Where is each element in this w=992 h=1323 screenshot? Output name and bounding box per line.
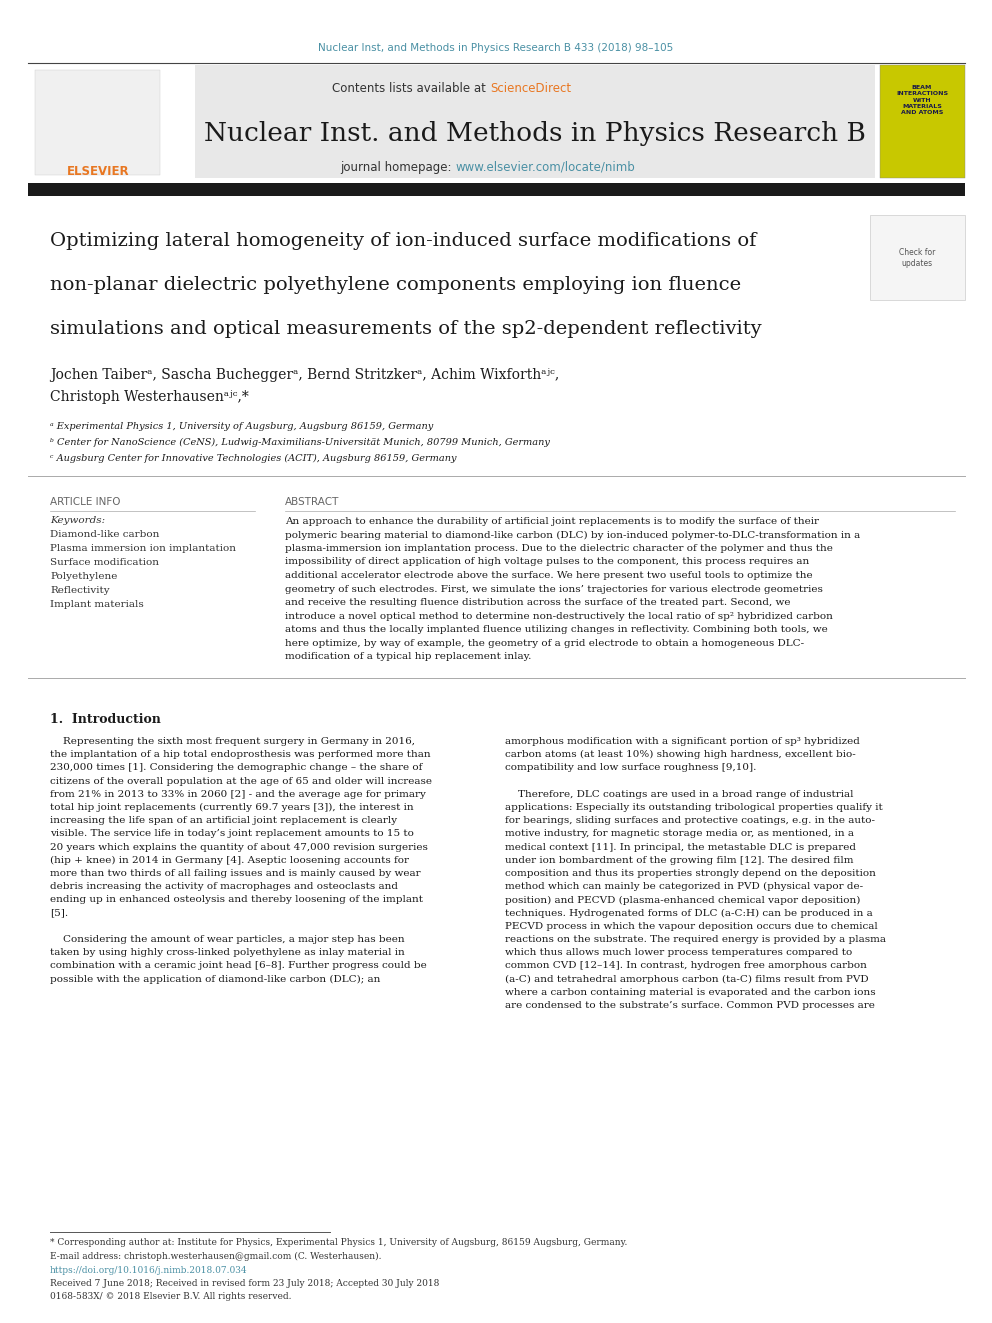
Bar — [28, 183, 965, 196]
Text: motive industry, for magnetic storage media or, as mentioned, in a: motive industry, for magnetic storage me… — [505, 830, 854, 839]
Text: additional accelerator electrode above the surface. We here present two useful t: additional accelerator electrode above t… — [285, 572, 812, 579]
Text: impossibility of direct application of high voltage pulses to the component, thi: impossibility of direct application of h… — [285, 557, 809, 566]
Text: where a carbon containing material is evaporated and the carbon ions: where a carbon containing material is ev… — [505, 988, 876, 996]
Text: E-mail address: christoph.westerhausen@gmail.com (C. Westerhausen).: E-mail address: christoph.westerhausen@g… — [50, 1252, 382, 1261]
Text: atoms and thus the locally implanted fluence utilizing changes in reflectivity. : atoms and thus the locally implanted flu… — [285, 624, 827, 634]
Text: Nuclear Inst. and Methods in Physics Research B: Nuclear Inst. and Methods in Physics Res… — [204, 120, 866, 146]
Text: https://doi.org/10.1016/j.nimb.2018.07.034: https://doi.org/10.1016/j.nimb.2018.07.0… — [50, 1266, 248, 1275]
Text: geometry of such electrodes. First, we simulate the ions’ trajectories for vario: geometry of such electrodes. First, we s… — [285, 585, 823, 594]
Text: for bearings, sliding surfaces and protective coatings, e.g. in the auto-: for bearings, sliding surfaces and prote… — [505, 816, 875, 826]
Text: Nuclear Inst, and Methods in Physics Research B 433 (2018) 98–105: Nuclear Inst, and Methods in Physics Res… — [318, 44, 674, 53]
Bar — [880, 65, 965, 179]
Text: here optimize, by way of example, the geometry of a grid electrode to obtain a h: here optimize, by way of example, the ge… — [285, 639, 805, 647]
Text: BEAM
INTERACTIONS
WITH
MATERIALS
AND ATOMS: BEAM INTERACTIONS WITH MATERIALS AND ATO… — [896, 85, 948, 115]
Text: (a-C) and tetrahedral amorphous carbon (ta-C) films result from PVD: (a-C) and tetrahedral amorphous carbon (… — [505, 975, 869, 984]
Text: visible. The service life in today’s joint replacement amounts to 15 to: visible. The service life in today’s joi… — [50, 830, 414, 839]
Text: applications: Especially its outstanding tribological properties qualify it: applications: Especially its outstanding… — [505, 803, 883, 812]
Text: ScienceDirect: ScienceDirect — [490, 82, 571, 95]
Text: 230,000 times [1]. Considering the demographic change – the share of: 230,000 times [1]. Considering the demog… — [50, 763, 423, 773]
Text: compatibility and low surface roughness [9,10].: compatibility and low surface roughness … — [505, 763, 756, 773]
Text: total hip joint replacements (currently 69.7 years [3]), the interest in: total hip joint replacements (currently … — [50, 803, 414, 812]
Text: Reflectivity: Reflectivity — [50, 586, 110, 595]
Text: Implant materials: Implant materials — [50, 601, 144, 609]
Text: plasma-immersion ion implantation process. Due to the dielectric character of th: plasma-immersion ion implantation proces… — [285, 544, 833, 553]
Text: (hip + knee) in 2014 in Germany [4]. Aseptic loosening accounts for: (hip + knee) in 2014 in Germany [4]. Ase… — [50, 856, 409, 865]
Text: techniques. Hydrogenated forms of DLC (a-C:H) can be produced in a: techniques. Hydrogenated forms of DLC (a… — [505, 909, 873, 918]
Text: ᵇ Center for NanoScience (CeNS), Ludwig-Maximilians-Universität Munich, 80799 Mu: ᵇ Center for NanoScience (CeNS), Ludwig-… — [50, 438, 550, 447]
Text: more than two thirds of all failing issues and is mainly caused by wear: more than two thirds of all failing issu… — [50, 869, 421, 878]
Text: composition and thus its properties strongly depend on the deposition: composition and thus its properties stro… — [505, 869, 876, 878]
Text: increasing the life span of an artificial joint replacement is clearly: increasing the life span of an artificia… — [50, 816, 397, 826]
Text: possible with the application of diamond-like carbon (DLC); an: possible with the application of diamond… — [50, 975, 380, 984]
Text: www.elsevier.com/locate/nimb: www.elsevier.com/locate/nimb — [455, 160, 635, 173]
Bar — [870, 216, 965, 300]
Text: ᶜ Augsburg Center for Innovative Technologies (ACIT), Augsburg 86159, Germany: ᶜ Augsburg Center for Innovative Technol… — [50, 454, 456, 463]
Text: Optimizing lateral homogeneity of ion-induced surface modifications of: Optimizing lateral homogeneity of ion-in… — [50, 232, 756, 250]
Text: Representing the sixth most frequent surgery in Germany in 2016,: Representing the sixth most frequent sur… — [50, 737, 415, 746]
Text: Diamond-like carbon: Diamond-like carbon — [50, 531, 160, 538]
Text: 0168-583X/ © 2018 Elsevier B.V. All rights reserved.: 0168-583X/ © 2018 Elsevier B.V. All righ… — [50, 1293, 292, 1301]
Text: Jochen Taiberᵃ, Sascha Bucheggerᵃ, Bernd Stritzkerᵃ, Achim Wixforthᵃʲᶜ,: Jochen Taiberᵃ, Sascha Bucheggerᵃ, Bernd… — [50, 368, 559, 382]
Text: which thus allows much lower process temperatures compared to: which thus allows much lower process tem… — [505, 949, 852, 958]
Text: position) and PECVD (plasma-enhanced chemical vapor deposition): position) and PECVD (plasma-enhanced che… — [505, 896, 860, 905]
Text: and receive the resulting fluence distribution across the surface of the treated: and receive the resulting fluence distri… — [285, 598, 791, 607]
Text: ARTICLE INFO: ARTICLE INFO — [50, 497, 120, 507]
Text: ᵃ Experimental Physics 1, University of Augsburg, Augsburg 86159, Germany: ᵃ Experimental Physics 1, University of … — [50, 422, 434, 431]
Text: ending up in enhanced osteolysis and thereby loosening of the implant: ending up in enhanced osteolysis and the… — [50, 896, 423, 905]
Text: common CVD [12–14]. In contrast, hydrogen free amorphous carbon: common CVD [12–14]. In contrast, hydroge… — [505, 962, 867, 970]
Text: are condensed to the substrate’s surface. Common PVD processes are: are condensed to the substrate’s surface… — [505, 1002, 875, 1009]
Text: ELSEVIER: ELSEVIER — [66, 165, 129, 179]
Text: medical context [11]. In principal, the metastable DLC is prepared: medical context [11]. In principal, the … — [505, 843, 856, 852]
Text: Therefore, DLC coatings are used in a broad range of industrial: Therefore, DLC coatings are used in a br… — [505, 790, 853, 799]
Text: 20 years which explains the quantity of about 47,000 revision surgeries: 20 years which explains the quantity of … — [50, 843, 428, 852]
Text: simulations and optical measurements of the sp2-dependent reflectivity: simulations and optical measurements of … — [50, 320, 762, 337]
Text: journal homepage:: journal homepage: — [339, 160, 455, 173]
Text: method which can mainly be categorized in PVD (physical vapor de-: method which can mainly be categorized i… — [505, 882, 863, 892]
Text: Polyethylene: Polyethylene — [50, 572, 117, 581]
Text: under ion bombardment of the growing film [12]. The desired film: under ion bombardment of the growing fil… — [505, 856, 853, 865]
Text: combination with a ceramic joint head [6–8]. Further progress could be: combination with a ceramic joint head [6… — [50, 962, 427, 970]
Text: polymeric bearing material to diamond-like carbon (DLC) by ion-induced polymer-t: polymeric bearing material to diamond-li… — [285, 531, 860, 540]
Text: ABSTRACT: ABSTRACT — [285, 497, 339, 507]
Bar — [195, 65, 875, 179]
Text: the implantation of a hip total endoprosthesis was performed more than: the implantation of a hip total endopros… — [50, 750, 431, 759]
Text: taken by using highly cross-linked polyethylene as inlay material in: taken by using highly cross-linked polye… — [50, 949, 405, 958]
Text: non-planar dielectric polyethylene components employing ion fluence: non-planar dielectric polyethylene compo… — [50, 277, 741, 294]
Text: [5].: [5]. — [50, 909, 68, 918]
Text: Considering the amount of wear particles, a major step has been: Considering the amount of wear particles… — [50, 935, 405, 945]
Text: PECVD process in which the vapour deposition occurs due to chemical: PECVD process in which the vapour deposi… — [505, 922, 878, 931]
Text: Received 7 June 2018; Received in revised form 23 July 2018; Accepted 30 July 20: Received 7 June 2018; Received in revise… — [50, 1279, 439, 1289]
Text: amorphous modification with a significant portion of sp³ hybridized: amorphous modification with a significan… — [505, 737, 860, 746]
Text: Plasma immersion ion implantation: Plasma immersion ion implantation — [50, 544, 236, 553]
Text: debris increasing the activity of macrophages and osteoclasts and: debris increasing the activity of macrop… — [50, 882, 398, 892]
Text: Keywords:: Keywords: — [50, 516, 105, 525]
Text: * Corresponding author at: Institute for Physics, Experimental Physics 1, Univer: * Corresponding author at: Institute for… — [50, 1238, 627, 1248]
Text: An approach to enhance the durability of artificial joint replacements is to mod: An approach to enhance the durability of… — [285, 517, 819, 527]
Text: citizens of the overall population at the age of 65 and older will increase: citizens of the overall population at th… — [50, 777, 432, 786]
Text: reactions on the substrate. The required energy is provided by a plasma: reactions on the substrate. The required… — [505, 935, 886, 945]
Text: carbon atoms (at least 10%) showing high hardness, excellent bio-: carbon atoms (at least 10%) showing high… — [505, 750, 856, 759]
Text: Christoph Westerhausenᵃʲᶜ,*: Christoph Westerhausenᵃʲᶜ,* — [50, 390, 249, 404]
Text: Check for
updates: Check for updates — [899, 247, 935, 269]
Text: Contents lists available at: Contents lists available at — [332, 82, 490, 95]
Text: Surface modification: Surface modification — [50, 558, 159, 568]
Text: 1.  Introduction: 1. Introduction — [50, 713, 161, 726]
Text: introduce a novel optical method to determine non-destructively the local ratio : introduce a novel optical method to dete… — [285, 611, 833, 620]
Text: from 21% in 2013 to 33% in 2060 [2] - and the average age for primary: from 21% in 2013 to 33% in 2060 [2] - an… — [50, 790, 426, 799]
Text: modification of a typical hip replacement inlay.: modification of a typical hip replacemen… — [285, 652, 532, 662]
Bar — [30, 65, 170, 179]
Bar — [35, 70, 160, 175]
